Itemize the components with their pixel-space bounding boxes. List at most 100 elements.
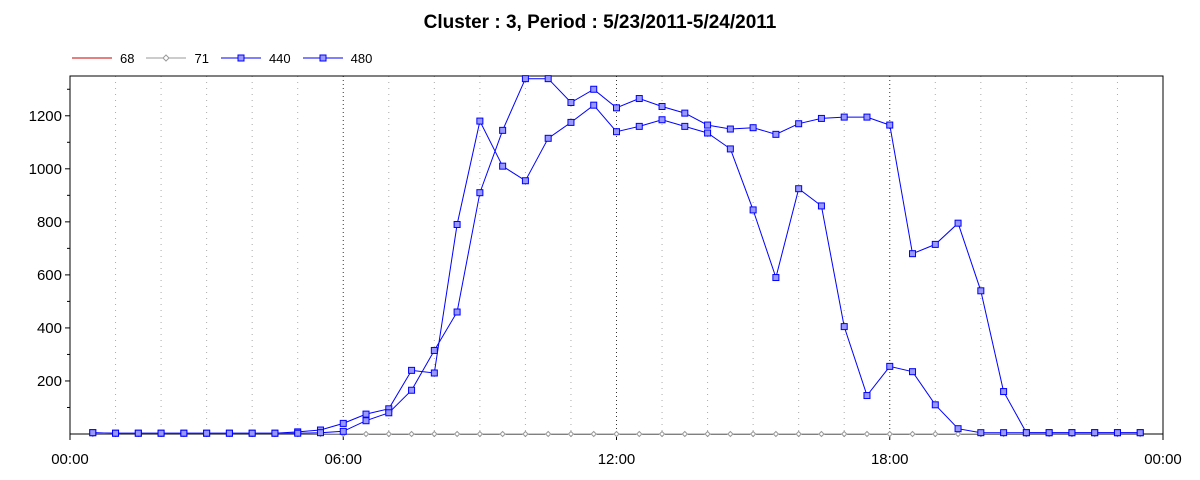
data-point-440 (544, 134, 552, 142)
legend: 68 71 440 480 (72, 48, 384, 68)
data-point-440 (977, 429, 985, 437)
data-point-480 (271, 429, 279, 437)
data-point-440 (590, 101, 598, 109)
legend-label-440: 440 (268, 50, 291, 66)
data-point-71 (886, 430, 893, 438)
data-point-71 (453, 430, 461, 438)
data-point-71 (954, 430, 962, 438)
data-point-440 (521, 177, 529, 185)
x-tick-label: 06:00 (324, 451, 362, 468)
data-point-480 (726, 125, 734, 133)
data-point-71 (431, 430, 438, 438)
data-point-71 (636, 430, 643, 438)
legend-item-480: 480 (302, 50, 373, 66)
data-point-480 (931, 240, 939, 248)
data-point-71 (818, 430, 825, 438)
data-point-71 (499, 430, 506, 438)
data-point-440 (704, 129, 712, 137)
data-point-480 (134, 429, 142, 437)
data-point-71 (590, 430, 597, 438)
data-point-480 (772, 130, 780, 138)
data-point-440 (886, 362, 894, 370)
data-point-440 (362, 410, 370, 418)
data-point-440 (613, 128, 620, 136)
data-point-71 (704, 430, 711, 438)
data-point-71 (544, 430, 552, 438)
data-point-440 (726, 145, 734, 153)
data-point-480 (499, 126, 507, 134)
data-point-480 (476, 189, 484, 197)
data-point-480 (203, 429, 211, 437)
data-point-480 (886, 121, 894, 129)
data-point-440 (795, 185, 803, 193)
x-tick-label: 00:00 (51, 451, 89, 468)
y-tick-label: 200 (37, 373, 62, 390)
data-point-480 (225, 429, 233, 437)
data-point-480 (1091, 429, 1099, 437)
data-point-71 (567, 430, 575, 438)
data-point-480 (817, 114, 825, 122)
legend-swatch-68 (72, 57, 112, 59)
data-point-440 (430, 369, 438, 377)
legend-swatch-71 (146, 54, 187, 62)
data-point-480 (294, 429, 302, 437)
data-point-440 (954, 425, 962, 433)
data-point-480 (316, 429, 324, 437)
data-point-71 (408, 430, 415, 438)
data-point-440 (931, 401, 939, 409)
data-point-480 (385, 409, 393, 417)
data-point-480 (1000, 388, 1008, 396)
data-point-71 (385, 430, 392, 438)
data-point-440 (909, 368, 917, 376)
y-tick-label: 1000 (29, 161, 62, 178)
legend-item-68: 68 (72, 51, 134, 66)
legend-label-68: 68 (120, 50, 135, 66)
data-point-440 (863, 392, 871, 400)
data-point-480 (248, 429, 256, 437)
data-point-480 (977, 287, 985, 295)
data-point-71 (749, 430, 757, 438)
data-point-480 (408, 386, 416, 394)
data-point-440 (635, 122, 643, 130)
legend-item-71: 71 (146, 50, 209, 66)
data-point-71 (795, 430, 802, 438)
y-tick-label: 1200 (29, 108, 62, 125)
data-point-71 (863, 430, 871, 438)
data-point-480 (89, 429, 97, 437)
data-point-480 (909, 250, 917, 258)
data-point-480 (1022, 429, 1030, 437)
data-point-71 (681, 430, 689, 438)
data-point-480 (749, 124, 757, 132)
data-point-440 (681, 122, 689, 130)
data-point-480 (112, 429, 120, 437)
data-point-71 (613, 430, 620, 438)
data-point-480 (590, 85, 598, 93)
data-point-440 (408, 366, 416, 374)
legend-label-71: 71 (194, 50, 209, 66)
data-point-71 (932, 430, 939, 438)
data-point-480 (362, 417, 370, 425)
data-point-480 (1045, 429, 1053, 437)
data-point-480 (430, 346, 438, 354)
legend-swatch-440 (220, 54, 261, 62)
data-point-440 (499, 162, 507, 170)
data-point-71 (727, 430, 734, 438)
x-tick-label: 12:00 (598, 451, 636, 468)
data-point-71 (772, 430, 780, 438)
x-tick-label: 00:00 (1144, 451, 1182, 468)
data-point-480 (339, 427, 347, 435)
data-point-440 (840, 323, 848, 331)
data-point-440 (772, 274, 780, 282)
legend-item-440: 440 (220, 50, 291, 66)
data-point-440 (1000, 429, 1008, 437)
data-point-480 (544, 75, 552, 83)
legend-label-480: 480 (350, 50, 373, 66)
data-point-480 (1136, 429, 1144, 437)
data-point-480 (613, 104, 620, 112)
data-point-480 (681, 109, 689, 117)
data-point-440 (453, 221, 461, 229)
data-point-440 (476, 117, 484, 125)
data-point-480 (567, 99, 575, 107)
data-point-480 (840, 113, 848, 121)
